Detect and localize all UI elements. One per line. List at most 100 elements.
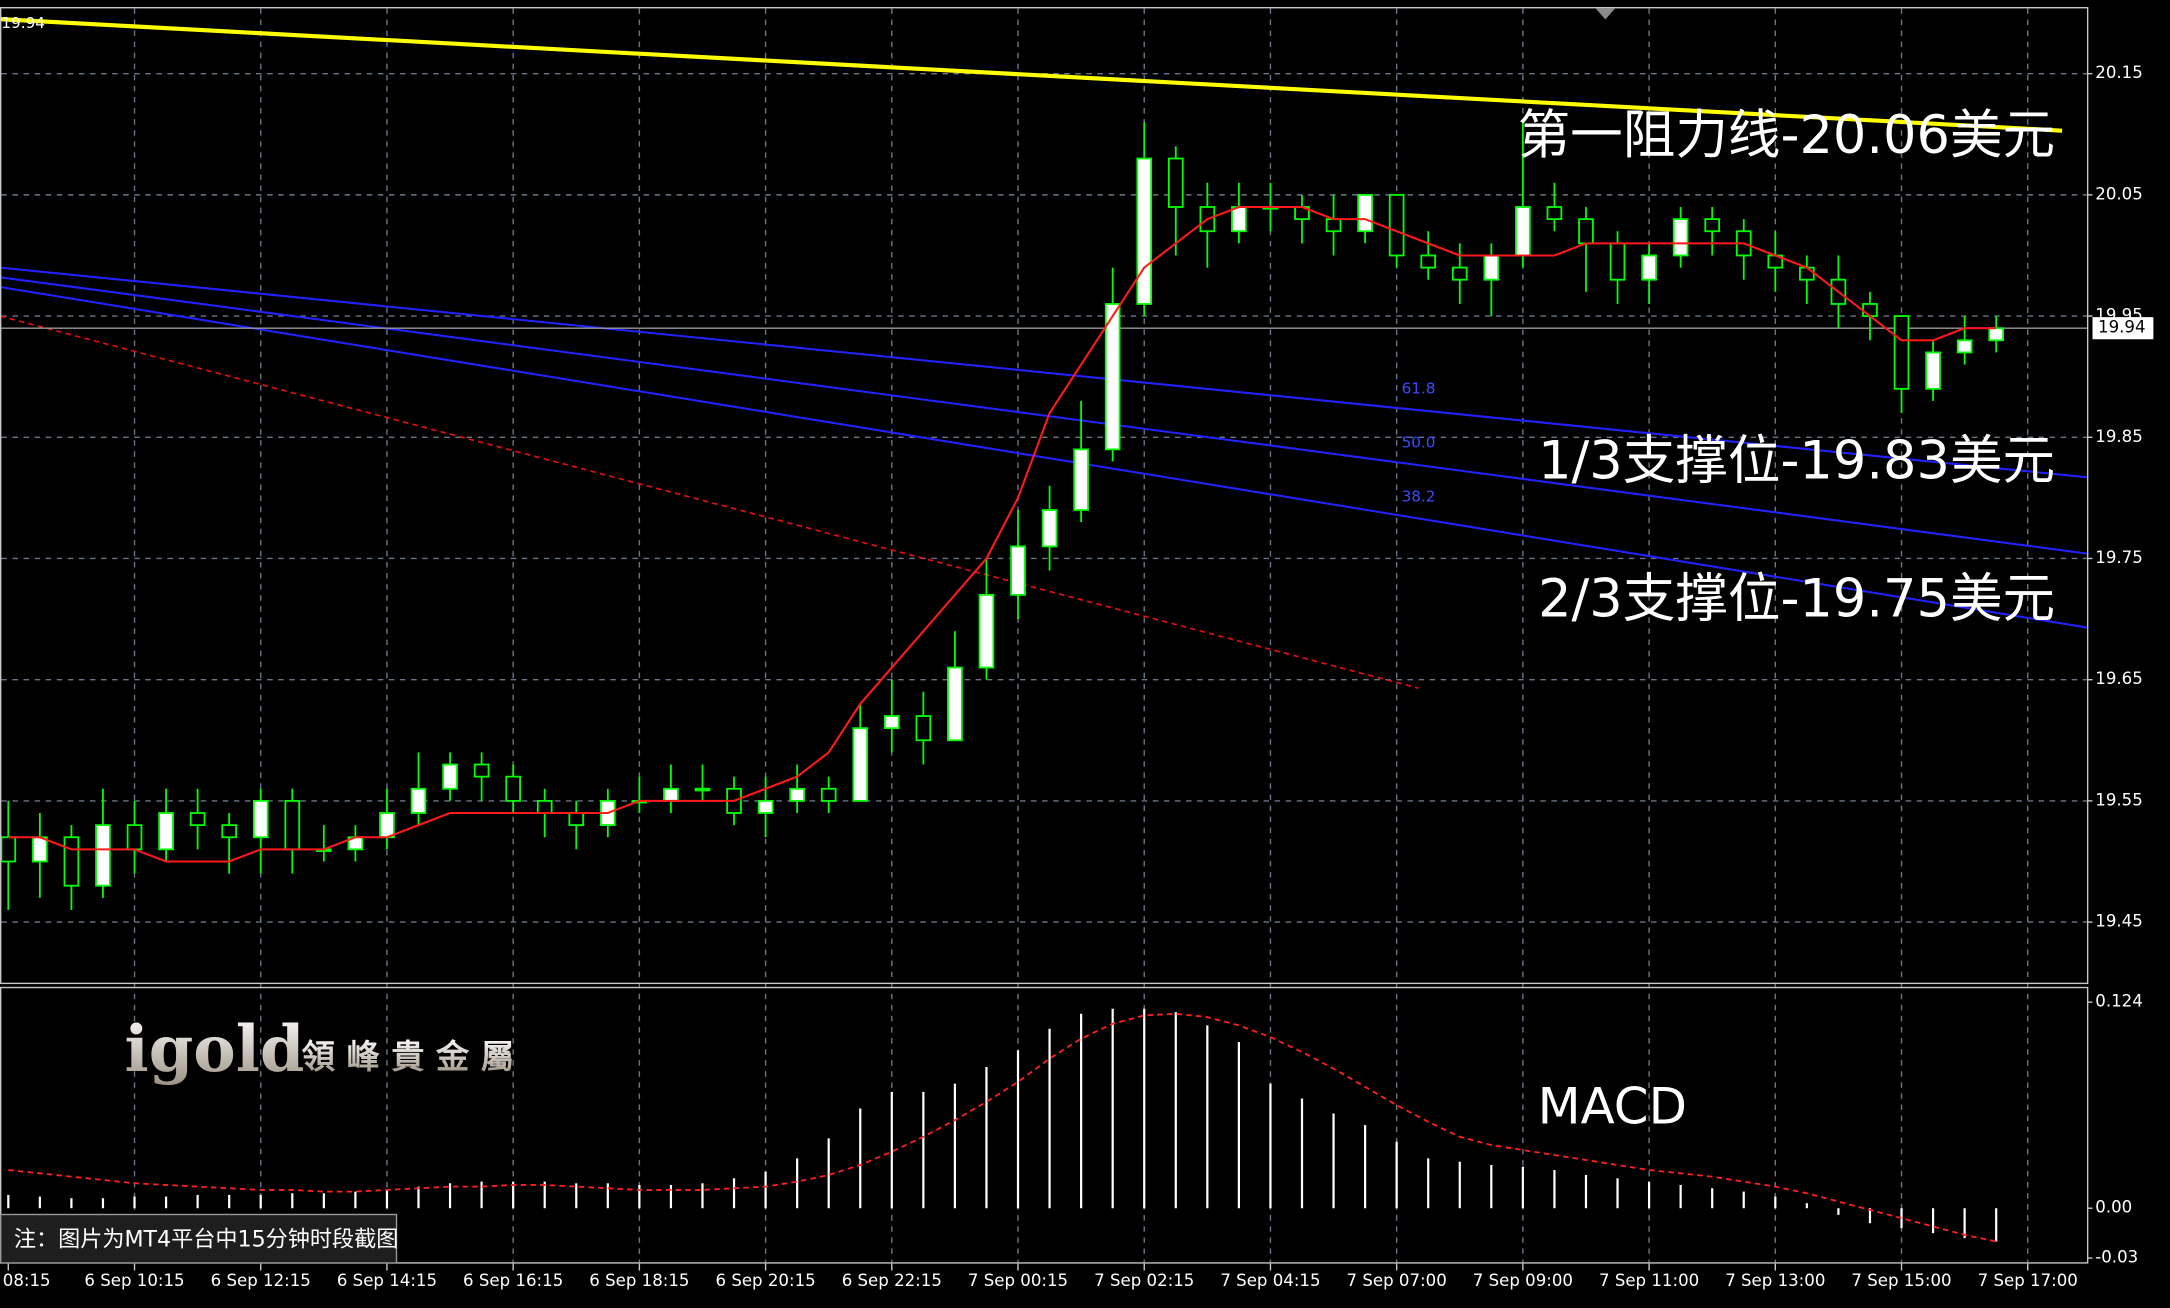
annotation: 1/3支撑位-19.83美元: [1538, 430, 2055, 491]
candle-body: [1672, 218, 1689, 257]
x-tick-label: 7 Sep 04:15: [1220, 1271, 1320, 1290]
x-tick-label: 08:15: [3, 1271, 51, 1290]
candle-body: [883, 715, 900, 730]
candle-body: [1862, 303, 1878, 317]
candle-body: [284, 799, 301, 851]
candle-body: [1104, 303, 1121, 451]
macd-title: MACD: [1538, 1078, 1687, 1136]
y-tick-label: 0.124: [2095, 992, 2143, 1011]
trend-line: [0, 276, 2088, 555]
trend-line: [0, 285, 2088, 629]
candle-body: [473, 763, 490, 778]
candle-body: [1641, 254, 1657, 281]
candle-body: [1578, 218, 1594, 245]
candle-body: [536, 799, 553, 814]
moving-average: [8, 205, 1997, 863]
annotation: 2/3支撑位-19.75美元: [1538, 569, 2055, 630]
current-price-box-label: 19.94: [2098, 318, 2146, 337]
candle-body: [1988, 327, 2004, 342]
candle-body: [663, 787, 679, 802]
candle-body: [1546, 206, 1563, 221]
candle-body: [1609, 242, 1626, 281]
x-tick-label: 6 Sep 16:15: [463, 1271, 563, 1290]
x-tick-label: 6 Sep 10:15: [84, 1271, 184, 1290]
trend-line: [0, 266, 2088, 479]
candle-body: [1010, 545, 1026, 596]
y-tick-label: -0.03: [2095, 1248, 2138, 1267]
candle-body: [189, 812, 206, 827]
x-tick-label: 7 Sep 13:00: [1725, 1271, 1825, 1290]
main-panel-frame: [0, 7, 2089, 985]
candle-body: [820, 787, 837, 802]
note: 注：图片为MT4平台中15分钟时段截图: [14, 1227, 399, 1253]
candle-body: [852, 727, 869, 802]
current-price-box: [2092, 317, 2154, 340]
x-tick-label: 6 Sep 18:15: [589, 1271, 689, 1290]
candle-body: [126, 824, 143, 851]
candle-body: [1704, 218, 1721, 233]
fib-label: 38.2: [1402, 487, 1436, 505]
candle-body: [221, 824, 237, 839]
x-tick-label: 6 Sep 12:15: [211, 1271, 311, 1290]
candle-body: [1325, 218, 1342, 233]
trend-line: [0, 17, 2063, 133]
x-tick-label: 7 Sep 09:00: [1473, 1271, 1573, 1290]
x-tick-label: 7 Sep 07:00: [1347, 1271, 1447, 1290]
y-tick-label: 20.05: [2095, 184, 2143, 203]
candle-body: [442, 763, 458, 790]
candle-body: [1515, 206, 1531, 257]
candle-body: [789, 787, 805, 802]
candle-body: [1073, 448, 1089, 511]
y-tick-label: 19.65: [2095, 669, 2143, 688]
candle-body: [0, 836, 17, 863]
x-tick-label: 7 Sep 00:15: [968, 1271, 1068, 1290]
candle-body: [1041, 509, 1058, 548]
candle-body: [379, 812, 395, 839]
x-tick-label: 7 Sep 11:00: [1599, 1271, 1699, 1290]
logo-brand: igold: [125, 1012, 305, 1087]
y-tick-label: 19.75: [2095, 548, 2143, 567]
candle-body: [1420, 254, 1437, 269]
x-tick-label: 6 Sep 20:15: [715, 1271, 815, 1290]
candle-body: [32, 836, 48, 863]
candle-body: [947, 666, 963, 742]
fib-label: 61.8: [1402, 379, 1436, 397]
candle-body: [1956, 339, 1973, 354]
x-tick-label: 6 Sep 22:15: [842, 1271, 942, 1290]
x-tick-label: 7 Sep 02:15: [1094, 1271, 1194, 1290]
candle-body: [757, 799, 774, 814]
current-price-top-label: 19.94: [1, 14, 45, 32]
candle-body: [978, 593, 995, 669]
y-tick-label: 19.45: [2095, 912, 2143, 931]
macd-signal: [8, 1012, 1997, 1243]
candle-body: [1167, 157, 1184, 208]
fib-label: 50.0: [1402, 433, 1436, 451]
trend-line: [0, 315, 1419, 689]
x-tick-label: 7 Sep 17:00: [1978, 1271, 2078, 1290]
y-tick-label: 19.85: [2095, 427, 2143, 446]
note-box: [0, 1213, 398, 1264]
macd-panel-frame: [0, 986, 2089, 1264]
candle-body: [505, 775, 521, 802]
y-tick-label: 19.55: [2095, 790, 2143, 809]
candle-body: [95, 824, 111, 887]
y-tick-label: 20.15: [2095, 63, 2143, 82]
x-tick-label: 7 Sep 15:00: [1851, 1271, 1951, 1290]
candle-body: [1388, 193, 1405, 257]
candle-body: [1136, 157, 1153, 305]
candle-body: [1925, 351, 1941, 390]
x-tick-label: 6 Sep 14:15: [337, 1271, 437, 1290]
y-tick-label: 0.00: [2095, 1198, 2132, 1217]
candle-body: [252, 799, 269, 839]
candle-body: [1799, 266, 1815, 281]
candle-body: [63, 836, 80, 887]
candle-body: [1357, 193, 1373, 233]
candle-body: [1483, 254, 1500, 281]
candle-body: [1231, 206, 1247, 233]
candle-body: [410, 787, 427, 814]
annotation: 第一阻力线-20.06美元: [1518, 105, 2056, 166]
candle-body: [915, 715, 932, 742]
